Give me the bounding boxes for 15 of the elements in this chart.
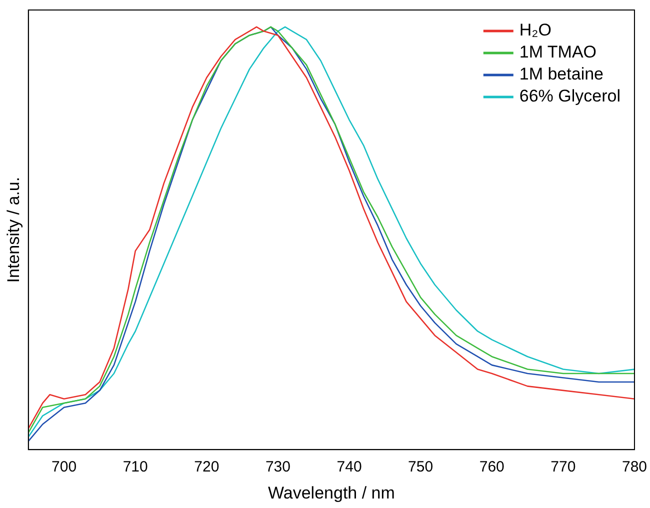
x-tick-label: 710: [122, 458, 148, 476]
x-axis-title: Wavelength / nm: [268, 483, 395, 502]
x-tick-label: 780: [622, 458, 647, 476]
x-tick-label: 720: [194, 458, 220, 476]
x-tick-label: 770: [550, 458, 576, 476]
legend-label: 1M betaine: [519, 64, 604, 84]
x-tick-label: 750: [408, 458, 434, 476]
legend-label: 1M TMAO: [519, 42, 597, 62]
x-tick-label: 730: [265, 458, 290, 476]
legend-label: H₂O: [519, 20, 552, 40]
x-tick-label: 700: [52, 458, 77, 476]
x-tick-label: 740: [336, 458, 362, 476]
legend-label: 66% Glycerol: [519, 86, 620, 106]
y-axis-title: Intensity / a.u.: [4, 176, 23, 283]
x-tick-label: 760: [479, 458, 504, 476]
